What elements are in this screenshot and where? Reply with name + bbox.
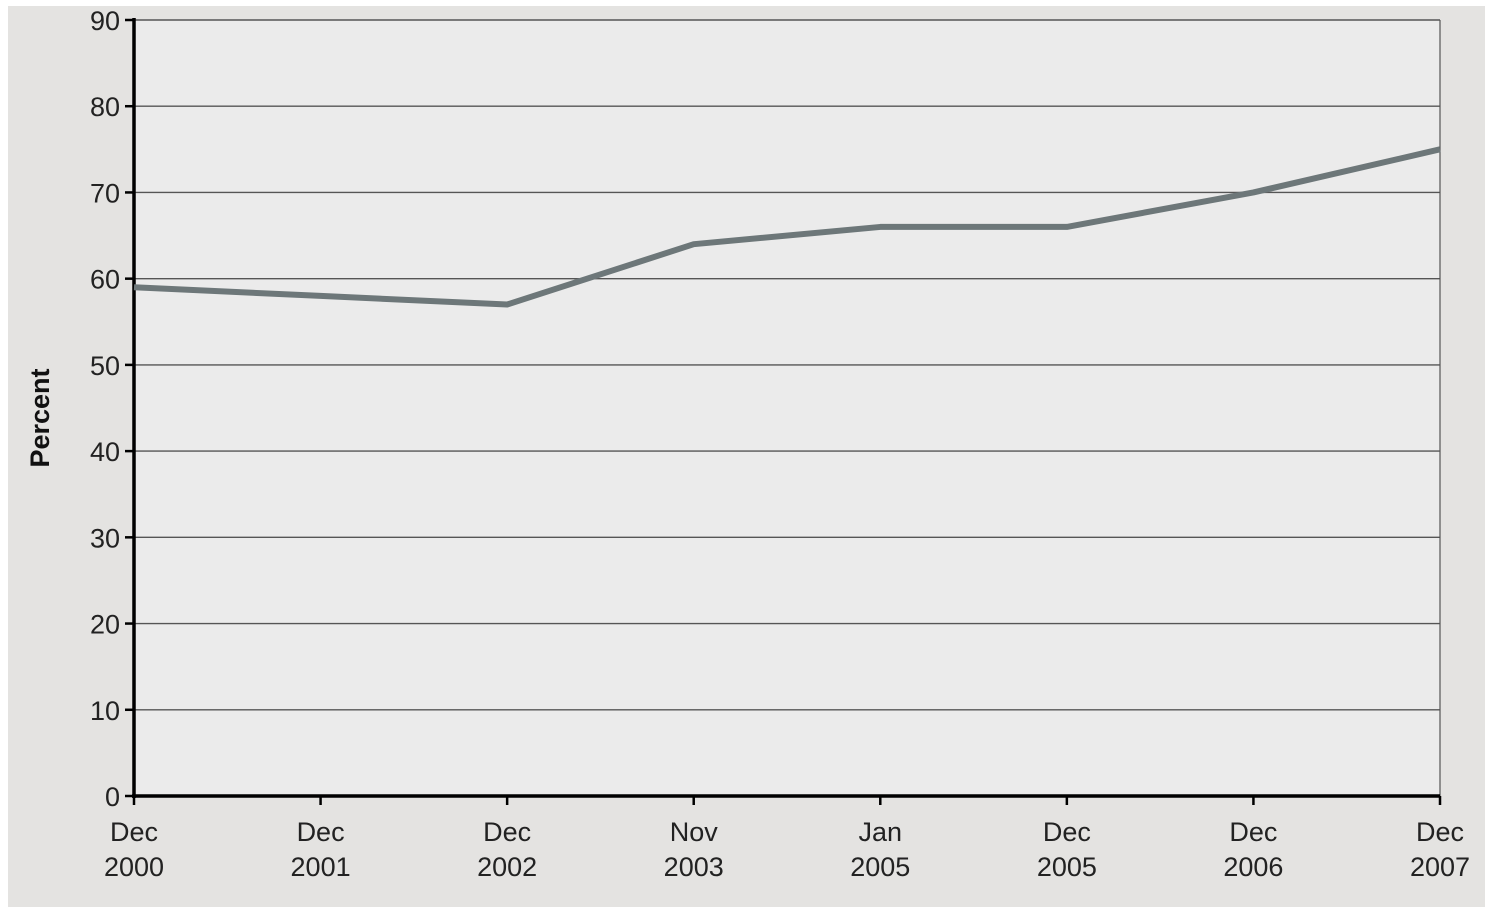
series-layer bbox=[133, 146, 1441, 308]
y-tick-label: 20 bbox=[90, 610, 120, 640]
x-tick-label-year: 2005 bbox=[850, 852, 910, 882]
x-tick-label-month: Dec bbox=[483, 817, 531, 847]
x-tick-label-year: 2001 bbox=[291, 852, 351, 882]
x-tick-label-month: Dec bbox=[110, 817, 158, 847]
y-tick-labels: 0 10 20 30 40 50 60 70 80 90 bbox=[90, 6, 120, 812]
axes bbox=[125, 18, 1442, 805]
y-tick-label: 0 bbox=[105, 782, 120, 812]
y-tick-label: 60 bbox=[90, 265, 120, 295]
x-tick-label-month: Dec bbox=[1229, 817, 1277, 847]
y-tick-label: 40 bbox=[90, 437, 120, 467]
x-tick-label-year: 2003 bbox=[664, 852, 724, 882]
x-tick-label-month: Jan bbox=[859, 817, 903, 847]
y-tick-label: 90 bbox=[90, 6, 120, 36]
x-tick-labels: Dec 2000 Dec 2001 Dec 2002 Nov 2003 Jan 2005 Dec 20… bbox=[104, 817, 1470, 882]
y-tick-label: 70 bbox=[90, 178, 120, 208]
y-tick-label: 30 bbox=[90, 523, 120, 553]
y-tick-label: 50 bbox=[90, 351, 120, 381]
x-tick-label-year: 2007 bbox=[1410, 852, 1470, 882]
y-axis-title: Percent bbox=[25, 368, 55, 467]
x-tick-label-year: 2002 bbox=[477, 852, 537, 882]
y-tick-label: 80 bbox=[90, 92, 120, 122]
x-tick-label-year: 2000 bbox=[104, 852, 164, 882]
x-tick-label-month: Nov bbox=[670, 817, 719, 847]
y-tick-label: 10 bbox=[90, 696, 120, 726]
x-tick-label-year: 2006 bbox=[1223, 852, 1283, 882]
x-tick-label-month: Dec bbox=[297, 817, 345, 847]
x-tick-label-year: 2005 bbox=[1037, 852, 1097, 882]
x-tick-label-month: Dec bbox=[1043, 817, 1091, 847]
plot-area bbox=[134, 20, 1440, 796]
x-tick-label-month: Dec bbox=[1416, 817, 1464, 847]
gridlines bbox=[134, 19, 1441, 796]
series-line bbox=[133, 146, 1441, 308]
